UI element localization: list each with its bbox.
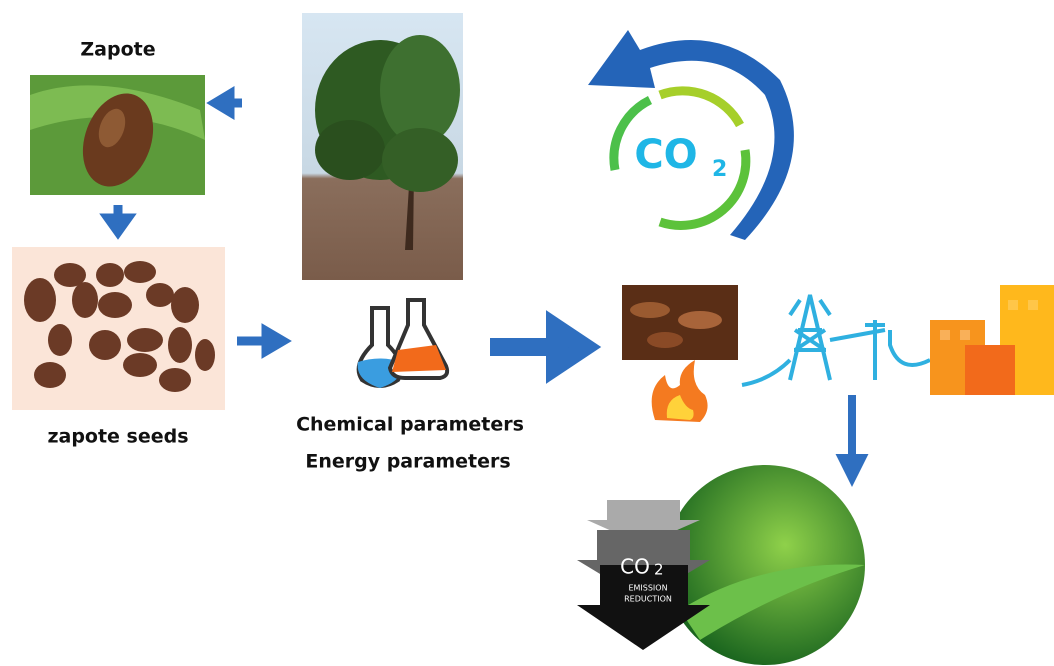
burning-image xyxy=(622,285,738,422)
flasks-icon xyxy=(358,300,447,388)
arrow xyxy=(237,331,283,351)
seeds-label: zapote seeds xyxy=(47,426,188,448)
diagram: Zapote zapote seeds Chemical paramet xyxy=(0,0,1054,666)
power-icon xyxy=(742,295,930,385)
co2-sub: 2 xyxy=(712,157,727,182)
energy-label: Energy parameters xyxy=(305,451,510,473)
arrow xyxy=(490,327,585,367)
tree-image xyxy=(302,13,463,280)
reduction-co2-sub: 2 xyxy=(654,561,664,579)
arrow xyxy=(842,395,862,478)
buildings-icon xyxy=(930,285,1054,395)
arrow xyxy=(108,205,128,232)
fruit-image xyxy=(30,75,205,196)
reduction-line: REDUCTION xyxy=(624,595,672,604)
chemical-label: Chemical parameters xyxy=(296,414,524,436)
arrow xyxy=(215,94,242,112)
seeds-image xyxy=(12,247,225,410)
reduction-co2: CO xyxy=(620,555,650,579)
reduction-line: EMISSION xyxy=(628,584,667,593)
zapote-label: Zapote xyxy=(80,39,155,61)
co2-text: CO xyxy=(634,132,697,178)
